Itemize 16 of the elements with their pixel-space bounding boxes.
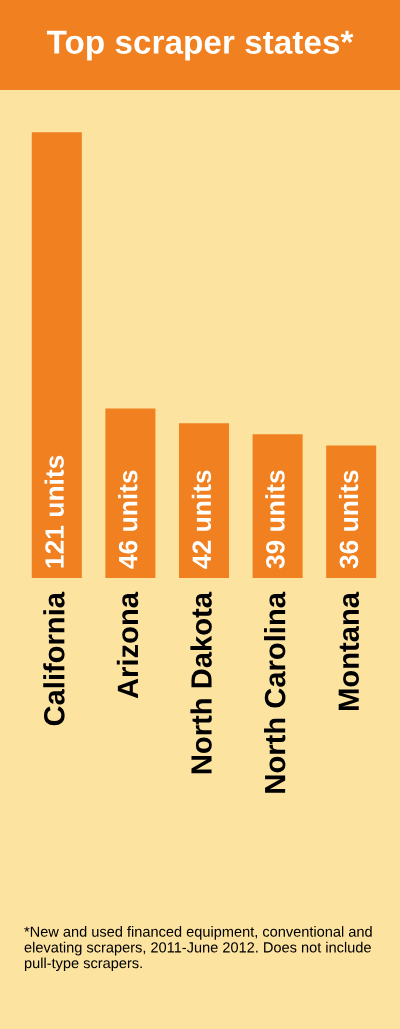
x-tick-label: North Dakota xyxy=(190,591,212,774)
text: *New and used financed equipment, conventional and elevating scrapers, 2011-June 2012. Does not include pull-type scrapers. xyxy=(24,926,372,972)
bar xyxy=(252,434,303,578)
bar xyxy=(31,132,82,578)
data-label: 42 units xyxy=(191,470,212,569)
data-label: 36 units xyxy=(338,470,359,569)
x-tick-label: California xyxy=(43,591,65,726)
chart-title: Top scraper states* xyxy=(46,30,354,61)
bar xyxy=(105,408,156,578)
bar xyxy=(178,423,230,578)
x-tick-label: Montana xyxy=(338,591,360,710)
data-label: 46 units xyxy=(118,470,138,569)
data-label: 121 units xyxy=(44,455,64,568)
x-tick-label: North Carolina xyxy=(264,591,286,793)
x-tick-label: Arizona xyxy=(116,591,139,699)
data-label: 39 units xyxy=(265,470,285,569)
